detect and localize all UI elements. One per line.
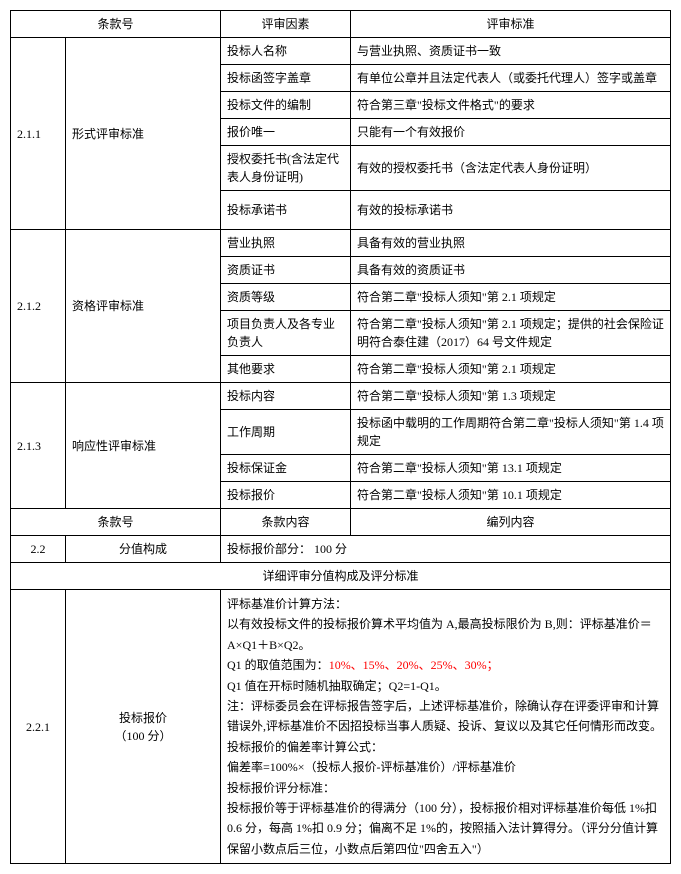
l4: Q1 值在开标时随机抽取确定；Q2=1-Q1。 (227, 676, 664, 696)
l8: 投标报价评分标准： (227, 778, 664, 798)
l5: 注：评标委员会在评标报告签字后，上述评标基准价，除确认存在评委评审和计算错误外,… (227, 696, 664, 737)
l2: 以有效投标文件的投标报价算术平均值为 A,最高投标限价为 B,则：评标基准价＝A… (227, 614, 664, 655)
s-211-1: 有单位公章并且法定代表人（或委托代理人）签字或盖章 (351, 65, 671, 92)
title-213: 响应性评审标准 (66, 383, 221, 509)
s-211-0: 与营业执照、资质证书一致 (351, 38, 671, 65)
num-212: 2.1.2 (11, 230, 66, 383)
s-211-2: 符合第三章"投标文件格式"的要求 (351, 92, 671, 119)
s-212-2: 符合第二章"投标人须知"第 2.1 项规定 (351, 284, 671, 311)
s-211-3: 只能有一个有效报价 (351, 119, 671, 146)
num-211: 2.1.1 (11, 38, 66, 230)
num-221: 2.2.1 (11, 590, 66, 864)
l7: 偏差率=100%×（投标人报价-评标基准价）/评标基准价 (227, 757, 664, 777)
f-213-3: 投标报价 (221, 482, 351, 509)
title-22: 分值构成 (66, 536, 221, 563)
header-row-2: 条款号 条款内容 编列内容 (11, 509, 671, 536)
content-22: 投标报价部分： 100 分 (221, 536, 671, 563)
num-22: 2.2 (11, 536, 66, 563)
s-212-1: 具备有效的资质证书 (351, 257, 671, 284)
title-212: 资格评审标准 (66, 230, 221, 383)
f-213-0: 投标内容 (221, 383, 351, 410)
h2-listing: 编列内容 (351, 509, 671, 536)
h1-standard: 评审标准 (351, 11, 671, 38)
f-211-5: 投标承诺书 (221, 191, 351, 230)
s-213-1: 投标函中载明的工作周期符合第二章"投标人须知"第 1.4 项规定 (351, 410, 671, 455)
row-213-1: 2.1.3 响应性评审标准 投标内容 符合第二章"投标人须知"第 1.3 项规定 (11, 383, 671, 410)
title-221: 投标报价 （100 分） (66, 590, 221, 864)
h1-factor: 评审因素 (221, 11, 351, 38)
f-212-4: 其他要求 (221, 356, 351, 383)
s-212-0: 具备有效的营业执照 (351, 230, 671, 257)
row-section-header: 详细评审分值构成及评分标准 (11, 563, 671, 590)
l3: Q1 的取值范围为：10%、15%、20%、25%、30%； (227, 655, 664, 675)
s-212-3: 符合第二章"投标人须知"第 2.1 项规定；提供的社会保险证明符合泰住建（201… (351, 311, 671, 356)
s-213-3: 符合第二章"投标人须知"第 10.1 项规定 (351, 482, 671, 509)
row-22: 2.2 分值构成 投标报价部分： 100 分 (11, 536, 671, 563)
l3a: Q1 的取值范围为： (227, 658, 329, 672)
s-211-4: 有效的授权委托书（含法定代表人身份证明） (351, 146, 671, 191)
l6: 投标报价的偏差率计算公式： (227, 737, 664, 757)
document-table-wrapper: 条款号 评审因素 评审标准 2.1.1 形式评审标准 投标人名称 与营业执照、资… (10, 10, 671, 864)
f-212-0: 营业执照 (221, 230, 351, 257)
h2-clause-num: 条款号 (11, 509, 221, 536)
l1: 评标基准价计算方法： (227, 594, 664, 614)
f-211-1: 投标函签字盖章 (221, 65, 351, 92)
row-221: 2.2.1 投标报价 （100 分） 评标基准价计算方法： 以有效投标文件的投标… (11, 590, 671, 864)
s-213-2: 符合第二章"投标人须知"第 13.1 项规定 (351, 455, 671, 482)
title-211: 形式评审标准 (66, 38, 221, 230)
s-212-4: 符合第二章"投标人须知"第 2.1 项规定 (351, 356, 671, 383)
row-212-1: 2.1.2 资格评审标准 营业执照 具备有效的营业执照 (11, 230, 671, 257)
f-211-3: 报价唯一 (221, 119, 351, 146)
header-row-1: 条款号 评审因素 评审标准 (11, 11, 671, 38)
detailed-header: 详细评审分值构成及评分标准 (11, 563, 671, 590)
review-table: 条款号 评审因素 评审标准 2.1.1 形式评审标准 投标人名称 与营业执照、资… (10, 10, 671, 864)
content-221: 评标基准价计算方法： 以有效投标文件的投标报价算术平均值为 A,最高投标限价为 … (221, 590, 671, 864)
f-213-1: 工作周期 (221, 410, 351, 455)
f-211-0: 投标人名称 (221, 38, 351, 65)
f-212-3: 项目负责人及各专业负责人 (221, 311, 351, 356)
row-211-1: 2.1.1 形式评审标准 投标人名称 与营业执照、资质证书一致 (11, 38, 671, 65)
f-212-1: 资质证书 (221, 257, 351, 284)
f-213-2: 投标保证金 (221, 455, 351, 482)
s-213-0: 符合第二章"投标人须知"第 1.3 项规定 (351, 383, 671, 410)
h1-clause-num: 条款号 (11, 11, 221, 38)
f-212-2: 资质等级 (221, 284, 351, 311)
s-211-5: 有效的投标承诺书 (351, 191, 671, 230)
f-211-4: 授权委托书(含法定代表人身份证明) (221, 146, 351, 191)
l9: 投标报价等于评标基准价的得满分（100 分），投标报价相对评标基准价每低 1%扣… (227, 798, 664, 859)
h2-content: 条款内容 (221, 509, 351, 536)
num-213: 2.1.3 (11, 383, 66, 509)
l3b: 10%、15%、20%、25%、30%； (329, 658, 499, 672)
f-211-2: 投标文件的编制 (221, 92, 351, 119)
